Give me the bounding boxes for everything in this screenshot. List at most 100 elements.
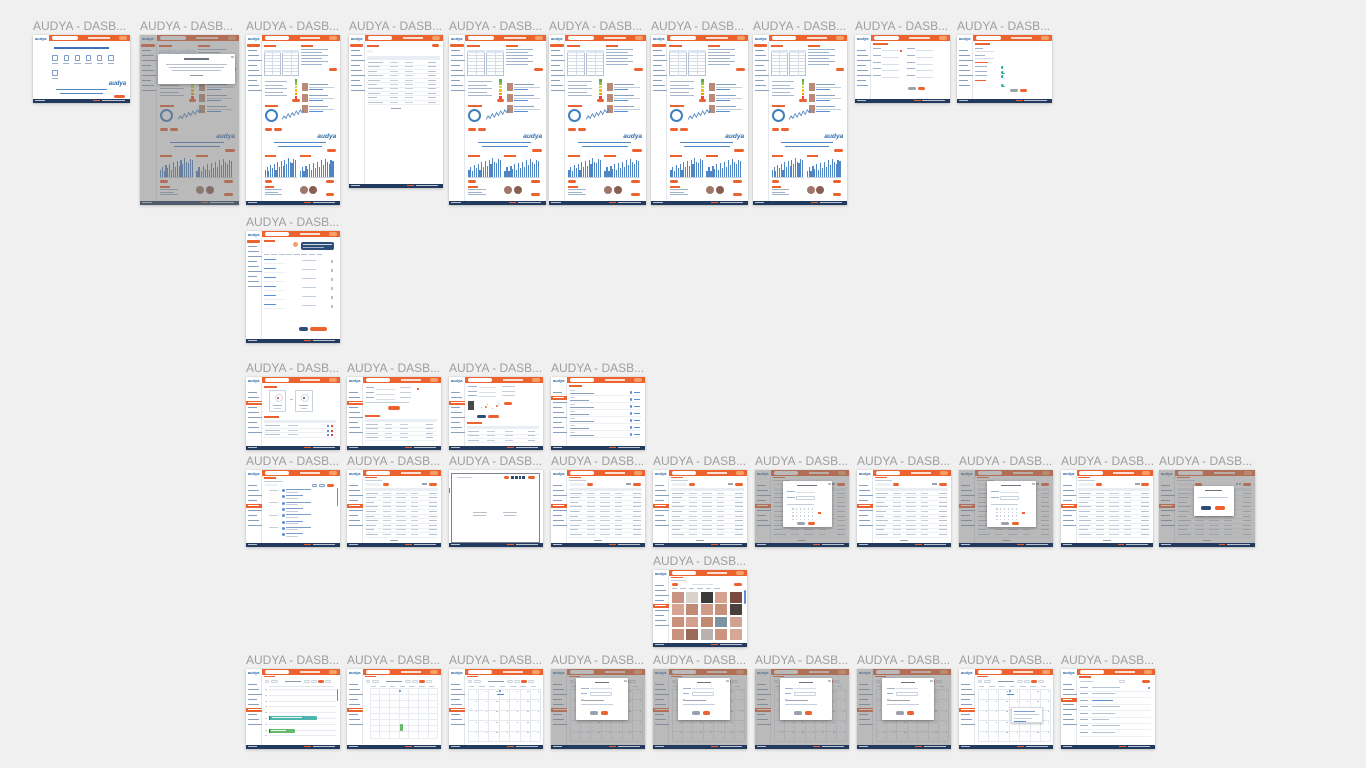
feature-icon[interactable] [108,55,114,61]
frame-thumbnail-cal-day[interactable]: audya [246,669,340,749]
sidebar-item[interactable] [451,60,465,62]
header-button[interactable] [532,378,541,382]
sidebar-item[interactable] [351,60,365,62]
frame-label[interactable]: AUDYA - DASB... [551,454,645,468]
toggle-switch[interactable] [1000,83,1005,87]
sidebar-item[interactable] [551,75,565,77]
sidebar-item[interactable] [961,719,973,721]
search-input[interactable] [264,36,290,40]
cancel-button[interactable] [895,711,905,715]
nav-button[interactable] [371,680,380,683]
button-pill[interactable] [264,180,273,184]
button-pill[interactable] [292,99,300,103]
cancel-button[interactable] [793,711,803,715]
sidebar-item[interactable] [451,65,461,67]
save-button[interactable] [906,711,914,715]
sidebar-item[interactable] [351,80,360,82]
frame-label[interactable]: AUDYA - DASB... [1061,454,1155,468]
sidebar-item[interactable] [857,80,866,82]
frame-label[interactable]: AUDYA - DASB... [857,454,951,468]
sidebar-item[interactable] [349,407,358,409]
sidebar-item[interactable] [857,55,869,57]
sidebar-item[interactable] [961,724,975,726]
sidebar-item[interactable] [248,271,262,273]
sidebar-item[interactable] [349,402,363,404]
header-button[interactable] [736,471,745,475]
sidebar-item[interactable] [553,432,567,434]
scrollbar[interactable] [744,590,746,604]
sidebar-item[interactable] [349,495,363,497]
button-pill[interactable] [680,128,688,132]
sidebar-item[interactable] [655,620,667,622]
sidebar-item[interactable] [551,85,563,87]
frame-thumbnail-timeline[interactable]: audya [246,470,340,547]
modal-dialog[interactable] [780,678,833,720]
checkbox[interactable] [784,699,787,702]
scrollbar[interactable] [336,689,339,701]
button-pill[interactable] [586,483,594,487]
view-icon[interactable] [626,483,629,486]
button-pill[interactable] [634,68,644,72]
sidebar-item[interactable] [959,80,968,82]
print-button[interactable] [503,476,510,480]
save-button[interactable] [804,711,812,715]
sidebar-item[interactable] [553,515,562,517]
sidebar-item[interactable] [1063,505,1074,507]
header-button[interactable] [430,378,439,382]
gallery-photo[interactable] [729,604,742,615]
sidebar-item[interactable] [1063,684,1072,686]
delete-icon[interactable] [330,434,333,436]
cancel-button[interactable] [796,522,805,526]
checkbox[interactable] [330,305,334,308]
button-pill[interactable] [325,180,335,184]
header-button[interactable] [430,670,439,674]
sidebar-item[interactable] [248,709,262,711]
button-pill[interactable] [534,68,544,72]
sidebar-item[interactable] [451,412,463,414]
edit-icon[interactable] [326,425,329,427]
today-button[interactable] [365,680,371,683]
sidebar-item[interactable] [351,50,360,52]
event-block-teal[interactable] [268,716,318,721]
sidebar-item[interactable] [248,505,260,507]
frame-label[interactable]: AUDYA - DASB... [1159,454,1253,468]
sidebar-item[interactable] [755,85,767,87]
cancel-button[interactable] [908,87,916,91]
sidebar-item[interactable] [351,55,363,57]
frame-thumbnail-form-toggles[interactable]: audya [957,35,1052,103]
sidebar-item[interactable] [248,515,257,517]
search-input[interactable] [467,670,493,674]
frame-thumbnail-form[interactable]: audya [855,35,950,103]
sidebar-item[interactable] [551,50,561,52]
checkbox[interactable] [682,699,685,702]
sidebar-item[interactable] [655,495,669,497]
button-pill[interactable] [596,99,605,103]
frame-thumbnail-table[interactable]: audya [347,470,441,547]
close-icon[interactable] [231,55,234,58]
calendar-icon[interactable] [900,50,903,53]
sidebar-item[interactable] [553,417,567,419]
header-button[interactable] [432,36,441,40]
sidebar-item[interactable] [248,500,257,502]
frame-label[interactable]: AUDYA - DASB... [653,454,747,468]
modal-dialog[interactable] [882,678,935,720]
sidebar-item[interactable] [248,427,260,429]
sidebar-item[interactable] [451,432,465,434]
sidebar-item[interactable] [451,689,463,691]
view-button[interactable] [1017,680,1023,683]
sidebar-item[interactable] [553,500,562,502]
sidebar-heading[interactable] [651,44,666,47]
save-button[interactable] [600,711,608,715]
search-input[interactable] [670,36,696,40]
scrollbar[interactable] [337,488,339,506]
sidebar-item[interactable] [553,520,565,522]
header-button[interactable] [736,571,745,575]
sidebar-item[interactable] [655,525,669,527]
frame-label[interactable]: AUDYA - DASB... [551,653,645,667]
sidebar-item[interactable] [959,50,968,52]
sidebar-item[interactable] [1063,515,1072,517]
button-pill[interactable] [734,149,745,153]
sidebar-heading[interactable] [549,44,564,47]
sidebar-item[interactable] [451,55,463,57]
header-button[interactable] [940,471,949,475]
